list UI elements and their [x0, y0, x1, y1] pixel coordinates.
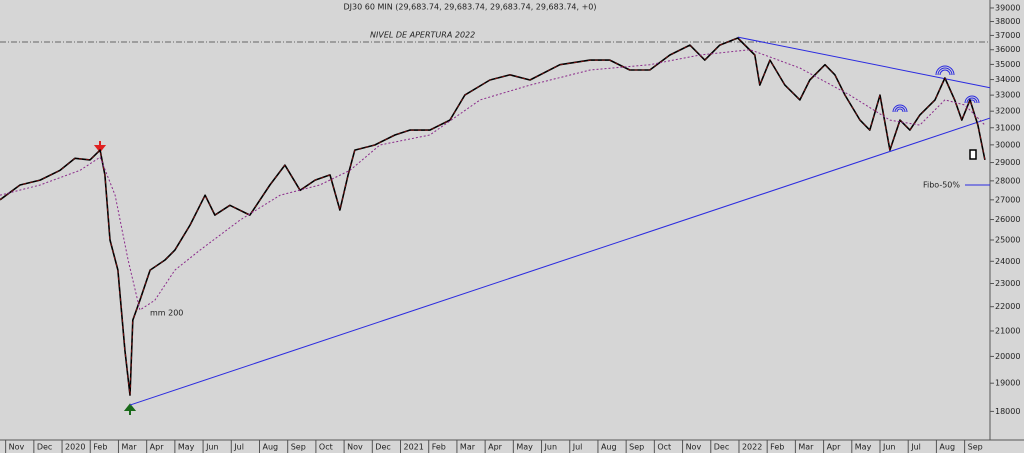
x-tick-label: Jun [544, 443, 558, 452]
x-tick-label: Jul [572, 443, 583, 452]
y-tick-label: 21000 [995, 326, 1020, 335]
x-tick-label: Apr [827, 443, 842, 452]
x-tick-label: Sep [968, 443, 983, 452]
y-tick-label: 19000 [995, 379, 1020, 388]
x-tick-label: 2022 [742, 443, 762, 452]
x-tick-label: Nov [686, 443, 702, 452]
x-tick-label: Oct [319, 443, 333, 452]
x-tick-label: Aug [262, 443, 278, 452]
y-tick-label: 22000 [995, 302, 1020, 311]
x-tick-label: Jun [882, 443, 896, 452]
trendline [129, 117, 991, 406]
moving-average [0, 49, 986, 311]
y-tick-label: 29000 [995, 158, 1020, 167]
down-arrow [93, 141, 107, 153]
y-tick-label: 33000 [995, 91, 1020, 100]
y-tick-label: 20000 [995, 352, 1020, 361]
y-tick-label: 27000 [995, 195, 1020, 204]
x-tick-label: Feb [93, 443, 107, 452]
x-tick-label: 2021 [404, 443, 424, 452]
x-tick-label: May [178, 443, 195, 452]
y-tick-label: 39000 [995, 3, 1020, 12]
x-tick-label: Dec [37, 443, 52, 452]
y-tick-label: 18000 [995, 407, 1020, 416]
arc-marks [892, 65, 980, 113]
y-tick-label: 34000 [995, 75, 1020, 84]
y-tick-label: 24000 [995, 257, 1020, 266]
x-tick-label: Mar [798, 443, 814, 452]
x-tick-label: May [855, 443, 872, 452]
x-tick-label: Aug [601, 443, 617, 452]
y-tick-label: 28000 [995, 176, 1020, 185]
x-tick-label: Jun [205, 443, 219, 452]
x-tick-label: Oct [657, 443, 671, 452]
x-tick-label: Jul [233, 443, 244, 452]
y-tick-label: 31000 [995, 123, 1020, 132]
chart-title: DJ30 60 MIN (29,683.74, 29,683.74, 29,68… [344, 3, 597, 12]
x-tick-label: Nov [9, 443, 25, 452]
y-tick-label: 26000 [995, 215, 1020, 224]
x-tick-label: Dec [375, 443, 390, 452]
series-label: mm 200 [150, 309, 183, 318]
x-tick-label: Aug [939, 443, 955, 452]
marker-box [969, 149, 977, 160]
price-line-overlay [0, 37, 986, 396]
x-tick-label: Mar [121, 443, 137, 452]
x-tick-label: Mar [460, 443, 476, 452]
x-tick-label: Dec [714, 443, 729, 452]
y-tick-label: 25000 [995, 235, 1020, 244]
x-tick-label: Apr [488, 443, 503, 452]
x-tick-label: May [516, 443, 533, 452]
y-tick-label: 36000 [995, 45, 1020, 54]
y-tick-label: 38000 [995, 17, 1020, 26]
up-arrow [123, 403, 137, 415]
y-tick-label: 37000 [995, 31, 1020, 40]
x-tick-label: Sep [629, 443, 644, 452]
plot-area [0, 0, 990, 440]
reference-label: Fibo-50% [923, 180, 960, 189]
x-tick-label: Sep [291, 443, 306, 452]
x-tick-label: Feb [432, 443, 446, 452]
y-tick-label: 32000 [995, 107, 1020, 116]
trendline [737, 36, 991, 89]
reference-label: NIVEL DE APERTURA 2022 [370, 30, 475, 39]
x-tick-label: Feb [770, 443, 784, 452]
y-tick-label: 23000 [995, 279, 1020, 288]
x-tick-label: Apr [150, 443, 165, 452]
y-tick-label: 35000 [995, 60, 1020, 69]
x-tick-label: Jul [910, 443, 921, 452]
y-tick-label: 30000 [995, 140, 1020, 149]
x-tick-label: 2020 [65, 443, 85, 452]
x-tick-label: Nov [347, 443, 363, 452]
